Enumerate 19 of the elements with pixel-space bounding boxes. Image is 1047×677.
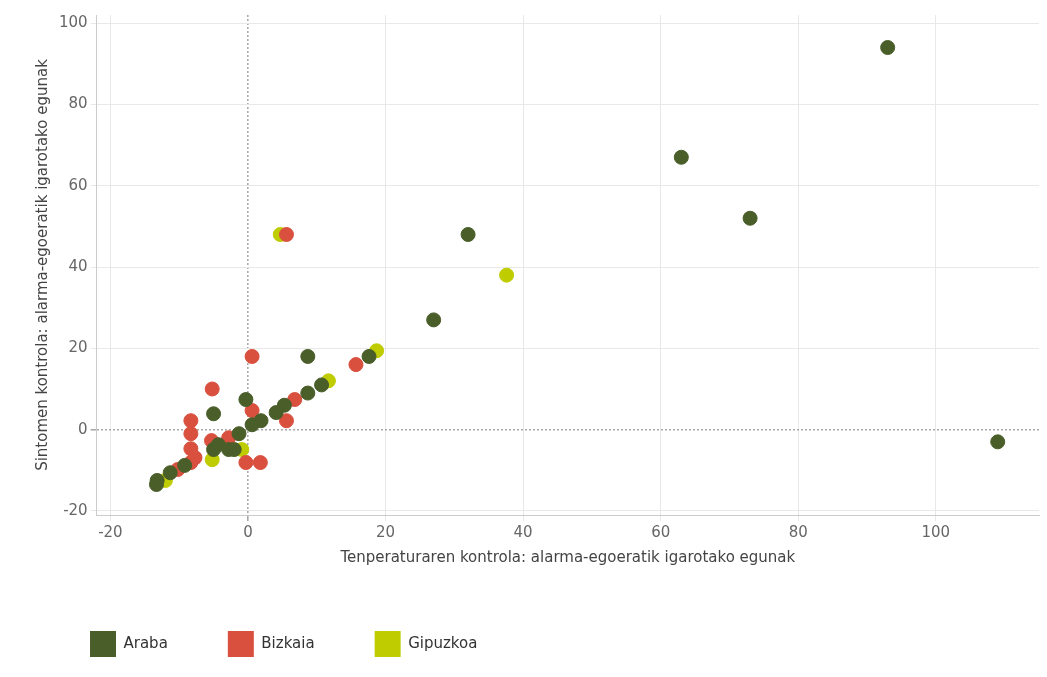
y-tick-label: -20	[63, 500, 88, 519]
x-tick-label: 0	[243, 522, 253, 541]
legend-label: Gipuzkoa	[408, 633, 478, 652]
y-tick-label: 60	[68, 175, 88, 194]
x-tick-label: 60	[651, 522, 671, 541]
x-tick-label: 40	[513, 522, 533, 541]
x-tick-label: -20	[98, 522, 123, 541]
y-tick-label: 80	[68, 94, 88, 113]
y-tick-label: 20	[68, 338, 88, 357]
x-axis-title: Tenperaturaren kontrola: alarma-egoeratik igarotako egunak	[339, 547, 796, 566]
legend-label: Araba	[123, 633, 168, 652]
y-axis-title: Sintomen kontrola: alarma-egoeratik igarotako egunak	[32, 58, 51, 471]
x-tick-label: 80	[788, 522, 808, 541]
y-tick-label: 40	[68, 256, 88, 275]
y-tick-label: 0	[78, 419, 88, 438]
legend-label: Bizkaia	[261, 633, 315, 652]
x-tick-label: 100	[921, 522, 951, 541]
y-tick-label: 100	[58, 13, 88, 32]
x-tick-label: 20	[375, 522, 396, 541]
